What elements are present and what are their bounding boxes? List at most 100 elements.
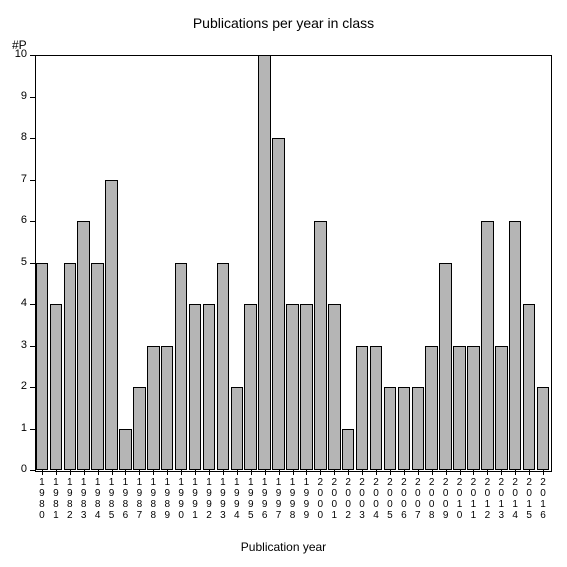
ytick-mark (30, 138, 35, 139)
ytick-mark (30, 180, 35, 181)
bar (300, 304, 313, 470)
xtick-mark (279, 470, 280, 475)
bar (161, 346, 174, 471)
bar (147, 346, 160, 471)
ytick-mark (30, 221, 35, 222)
bar (231, 387, 244, 470)
bar (328, 304, 341, 470)
bar (133, 387, 146, 470)
ytick-label: 2 (0, 380, 27, 392)
xtick-mark (376, 470, 377, 475)
xtick-label: 1 9 8 8 (146, 477, 160, 521)
ytick-label: 0 (0, 463, 27, 475)
ytick-label: 5 (0, 256, 27, 268)
bar (453, 346, 466, 471)
xtick-label: 1 9 9 2 (202, 477, 216, 521)
xtick-label: 2 0 0 9 (439, 477, 453, 521)
xtick-label: 1 9 9 5 (244, 477, 258, 521)
xtick-label: 2 0 1 4 (508, 477, 522, 521)
xtick-mark (70, 470, 71, 475)
ytick-label: 4 (0, 297, 27, 309)
ytick-mark (30, 304, 35, 305)
xtick-label: 2 0 1 2 (480, 477, 494, 521)
xtick-mark (487, 470, 488, 475)
bar (370, 346, 383, 471)
xtick-label: 2 0 0 4 (369, 477, 383, 521)
xtick-label: 1 9 8 3 (77, 477, 91, 521)
bar (481, 221, 494, 470)
xtick-label: 1 9 8 2 (63, 477, 77, 521)
bar (105, 180, 118, 471)
bar (64, 263, 77, 471)
xtick-mark (167, 470, 168, 475)
bar (425, 346, 438, 471)
xtick-label: 1 9 9 4 (230, 477, 244, 521)
bar (314, 221, 327, 470)
xtick-mark (404, 470, 405, 475)
xtick-mark (432, 470, 433, 475)
xtick-label: 1 9 8 6 (119, 477, 133, 521)
xtick-mark (501, 470, 502, 475)
xtick-mark (543, 470, 544, 475)
xtick-label: 2 0 0 1 (327, 477, 341, 521)
xtick-label: 2 0 1 1 (466, 477, 480, 521)
ytick-mark (30, 346, 35, 347)
xtick-mark (515, 470, 516, 475)
bar (439, 263, 452, 471)
bar (203, 304, 216, 470)
bar (384, 387, 397, 470)
x-axis-label: Publication year (0, 540, 567, 554)
xtick-mark (84, 470, 85, 475)
xtick-mark (473, 470, 474, 475)
xtick-mark (139, 470, 140, 475)
bar (175, 263, 188, 471)
xtick-label: 1 9 9 6 (258, 477, 272, 521)
bar (244, 304, 257, 470)
bar (537, 387, 550, 470)
xtick-mark (209, 470, 210, 475)
bar (356, 346, 369, 471)
ytick-label: 10 (0, 48, 27, 60)
bar (495, 346, 508, 471)
bar (523, 304, 536, 470)
ytick-label: 8 (0, 131, 27, 143)
bar (91, 263, 104, 471)
xtick-label: 1 9 8 7 (132, 477, 146, 521)
xtick-label: 1 9 9 3 (216, 477, 230, 521)
xtick-mark (195, 470, 196, 475)
ytick-mark (30, 470, 35, 471)
ytick-mark (30, 387, 35, 388)
chart-title: Publications per year in class (0, 15, 567, 31)
xtick-mark (293, 470, 294, 475)
xtick-label: 1 9 8 9 (160, 477, 174, 521)
xtick-mark (306, 470, 307, 475)
xtick-mark (418, 470, 419, 475)
xtick-mark (223, 470, 224, 475)
ytick-label: 1 (0, 422, 27, 434)
xtick-mark (265, 470, 266, 475)
bar (509, 221, 522, 470)
xtick-mark (153, 470, 154, 475)
ytick-label: 3 (0, 339, 27, 351)
bar (119, 429, 132, 471)
bar (258, 55, 271, 470)
xtick-label: 2 0 1 6 (536, 477, 550, 521)
xtick-mark (42, 470, 43, 475)
xtick-mark (56, 470, 57, 475)
xtick-label: 2 0 0 3 (355, 477, 369, 521)
xtick-label: 2 0 0 6 (397, 477, 411, 521)
xtick-mark (460, 470, 461, 475)
xtick-mark (334, 470, 335, 475)
xtick-label: 2 0 1 5 (522, 477, 536, 521)
xtick-label: 1 9 9 0 (174, 477, 188, 521)
xtick-mark (320, 470, 321, 475)
bar (286, 304, 299, 470)
xtick-mark (390, 470, 391, 475)
xtick-label: 1 9 8 4 (91, 477, 105, 521)
xtick-label: 1 9 9 9 (299, 477, 313, 521)
xtick-label: 1 9 8 1 (49, 477, 63, 521)
xtick-label: 2 0 0 7 (411, 477, 425, 521)
bar (189, 304, 202, 470)
xtick-mark (529, 470, 530, 475)
bar (77, 221, 90, 470)
